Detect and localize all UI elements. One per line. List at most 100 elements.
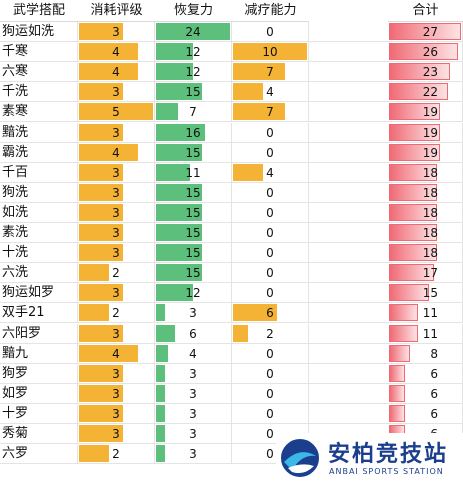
combo-name: 素洗 xyxy=(0,223,78,243)
cost-bar xyxy=(79,83,123,101)
recover-cell: 15 xyxy=(155,243,232,264)
cost-value: 3 xyxy=(112,286,120,301)
total-value: 18 xyxy=(422,205,438,220)
heal_cut-bar xyxy=(233,324,248,342)
combo-name: 如洗 xyxy=(0,202,78,223)
cost-value: 2 xyxy=(112,447,120,462)
recover-value: 3 xyxy=(189,386,197,401)
total-bar xyxy=(389,344,410,362)
table-row: 如罗 3 3 0 6 xyxy=(0,383,463,404)
recover-value: 6 xyxy=(189,326,197,341)
table-row: 千百 3 11 4 18 xyxy=(0,162,463,183)
combo-name: 六罗 xyxy=(0,444,78,465)
column-header-cost: 消耗评级 xyxy=(78,0,155,22)
cost-bar xyxy=(79,404,123,422)
total-bar xyxy=(389,203,437,221)
cost-value: 3 xyxy=(112,205,120,220)
cost-bar xyxy=(79,324,123,342)
cost-bar xyxy=(79,224,123,241)
cost-cell: 5 xyxy=(78,102,155,123)
cost-value: 3 xyxy=(112,406,120,421)
total-value: 18 xyxy=(422,226,438,240)
total-cell: 18 xyxy=(388,162,463,183)
heal_cut-value: 6 xyxy=(266,306,274,321)
total-bar xyxy=(389,143,440,161)
total-bar xyxy=(389,163,437,181)
logo-title: 安柏竞技站 xyxy=(328,442,449,467)
recover-value: 3 xyxy=(189,427,197,441)
total-value: 19 xyxy=(422,125,438,140)
recover-bar xyxy=(156,244,202,262)
recover-value: 4 xyxy=(189,346,197,361)
heal_cut-value: 4 xyxy=(266,165,274,180)
cost-value: 2 xyxy=(112,306,120,321)
recover-value: 15 xyxy=(185,266,201,281)
table-row: 千洗 3 15 4 22 xyxy=(0,82,463,103)
total-bar xyxy=(389,384,405,402)
recover-bar xyxy=(156,203,202,221)
cost-value: 3 xyxy=(112,326,120,341)
cost-value: 3 xyxy=(112,25,120,39)
column-header-total: 合计 xyxy=(388,0,463,22)
total-bar xyxy=(389,264,434,282)
combo-name: 十罗 xyxy=(0,403,78,424)
cost-bar xyxy=(79,123,123,141)
recover-bar xyxy=(156,103,178,121)
heal_cut-value: 7 xyxy=(266,65,274,80)
heal_cut-value: 0 xyxy=(266,246,274,261)
heal_cut-cell: 0 xyxy=(232,263,309,284)
cost-value: 4 xyxy=(112,45,120,60)
heal_cut-value: 0 xyxy=(266,205,274,220)
total-value: 18 xyxy=(422,165,438,180)
recover-cell: 24 xyxy=(155,22,232,42)
total-value: 17 xyxy=(422,266,438,281)
total-cell: 6 xyxy=(388,383,463,404)
total-value: 27 xyxy=(422,25,438,39)
total-bar xyxy=(389,364,405,382)
recover-value: 12 xyxy=(185,45,201,60)
recover-value: 12 xyxy=(185,65,201,80)
recover-cell: 12 xyxy=(155,62,232,83)
heal_cut-cell: 0 xyxy=(232,223,309,243)
heal_cut-bar xyxy=(233,103,285,121)
cost-value: 3 xyxy=(112,226,120,240)
table-row: 霸洗 4 15 0 19 xyxy=(0,142,463,163)
combo-name: 黯洗 xyxy=(0,122,78,143)
table-row: 六寒 4 12 7 23 xyxy=(0,62,463,83)
total-cell: 17 xyxy=(388,263,463,284)
cost-bar xyxy=(79,183,123,201)
table-row: 十洗 3 15 0 18 xyxy=(0,243,463,264)
total-cell: 11 xyxy=(388,323,463,344)
total-cell: 15 xyxy=(388,283,463,304)
cost-value: 4 xyxy=(112,346,120,361)
total-cell: 26 xyxy=(388,42,463,63)
heal_cut-value: 0 xyxy=(266,447,274,462)
recover-cell: 3 xyxy=(155,444,232,465)
combo-name: 千百 xyxy=(0,162,78,183)
total-cell: 19 xyxy=(388,122,463,143)
recover-bar xyxy=(156,425,165,442)
heal_cut-value: 0 xyxy=(266,226,274,240)
recover-cell: 6 xyxy=(155,323,232,344)
cost-value: 4 xyxy=(112,145,120,160)
table-row: 狗罗 3 3 0 6 xyxy=(0,363,463,384)
table-row: 如洗 3 15 0 18 xyxy=(0,202,463,223)
cost-cell: 2 xyxy=(78,444,155,465)
heal_cut-value: 0 xyxy=(266,386,274,401)
combo-name: 狗洗 xyxy=(0,182,78,203)
table-row: 黯洗 3 16 0 19 xyxy=(0,122,463,143)
cost-value: 2 xyxy=(112,266,120,281)
recover-bar xyxy=(156,445,165,463)
combo-name: 秀菊 xyxy=(0,424,78,444)
cost-bar xyxy=(79,63,138,81)
heal_cut-cell: 0 xyxy=(232,182,309,203)
combo-name: 十洗 xyxy=(0,243,78,264)
cost-value: 3 xyxy=(112,125,120,140)
total-bar xyxy=(389,23,461,40)
heal_cut-cell: 7 xyxy=(232,102,309,123)
heal_cut-cell: 7 xyxy=(232,62,309,83)
heal_cut-value: 0 xyxy=(266,406,274,421)
total-value: 6 xyxy=(430,366,438,381)
cost-cell: 4 xyxy=(78,343,155,364)
heal_cut-bar xyxy=(233,83,263,101)
